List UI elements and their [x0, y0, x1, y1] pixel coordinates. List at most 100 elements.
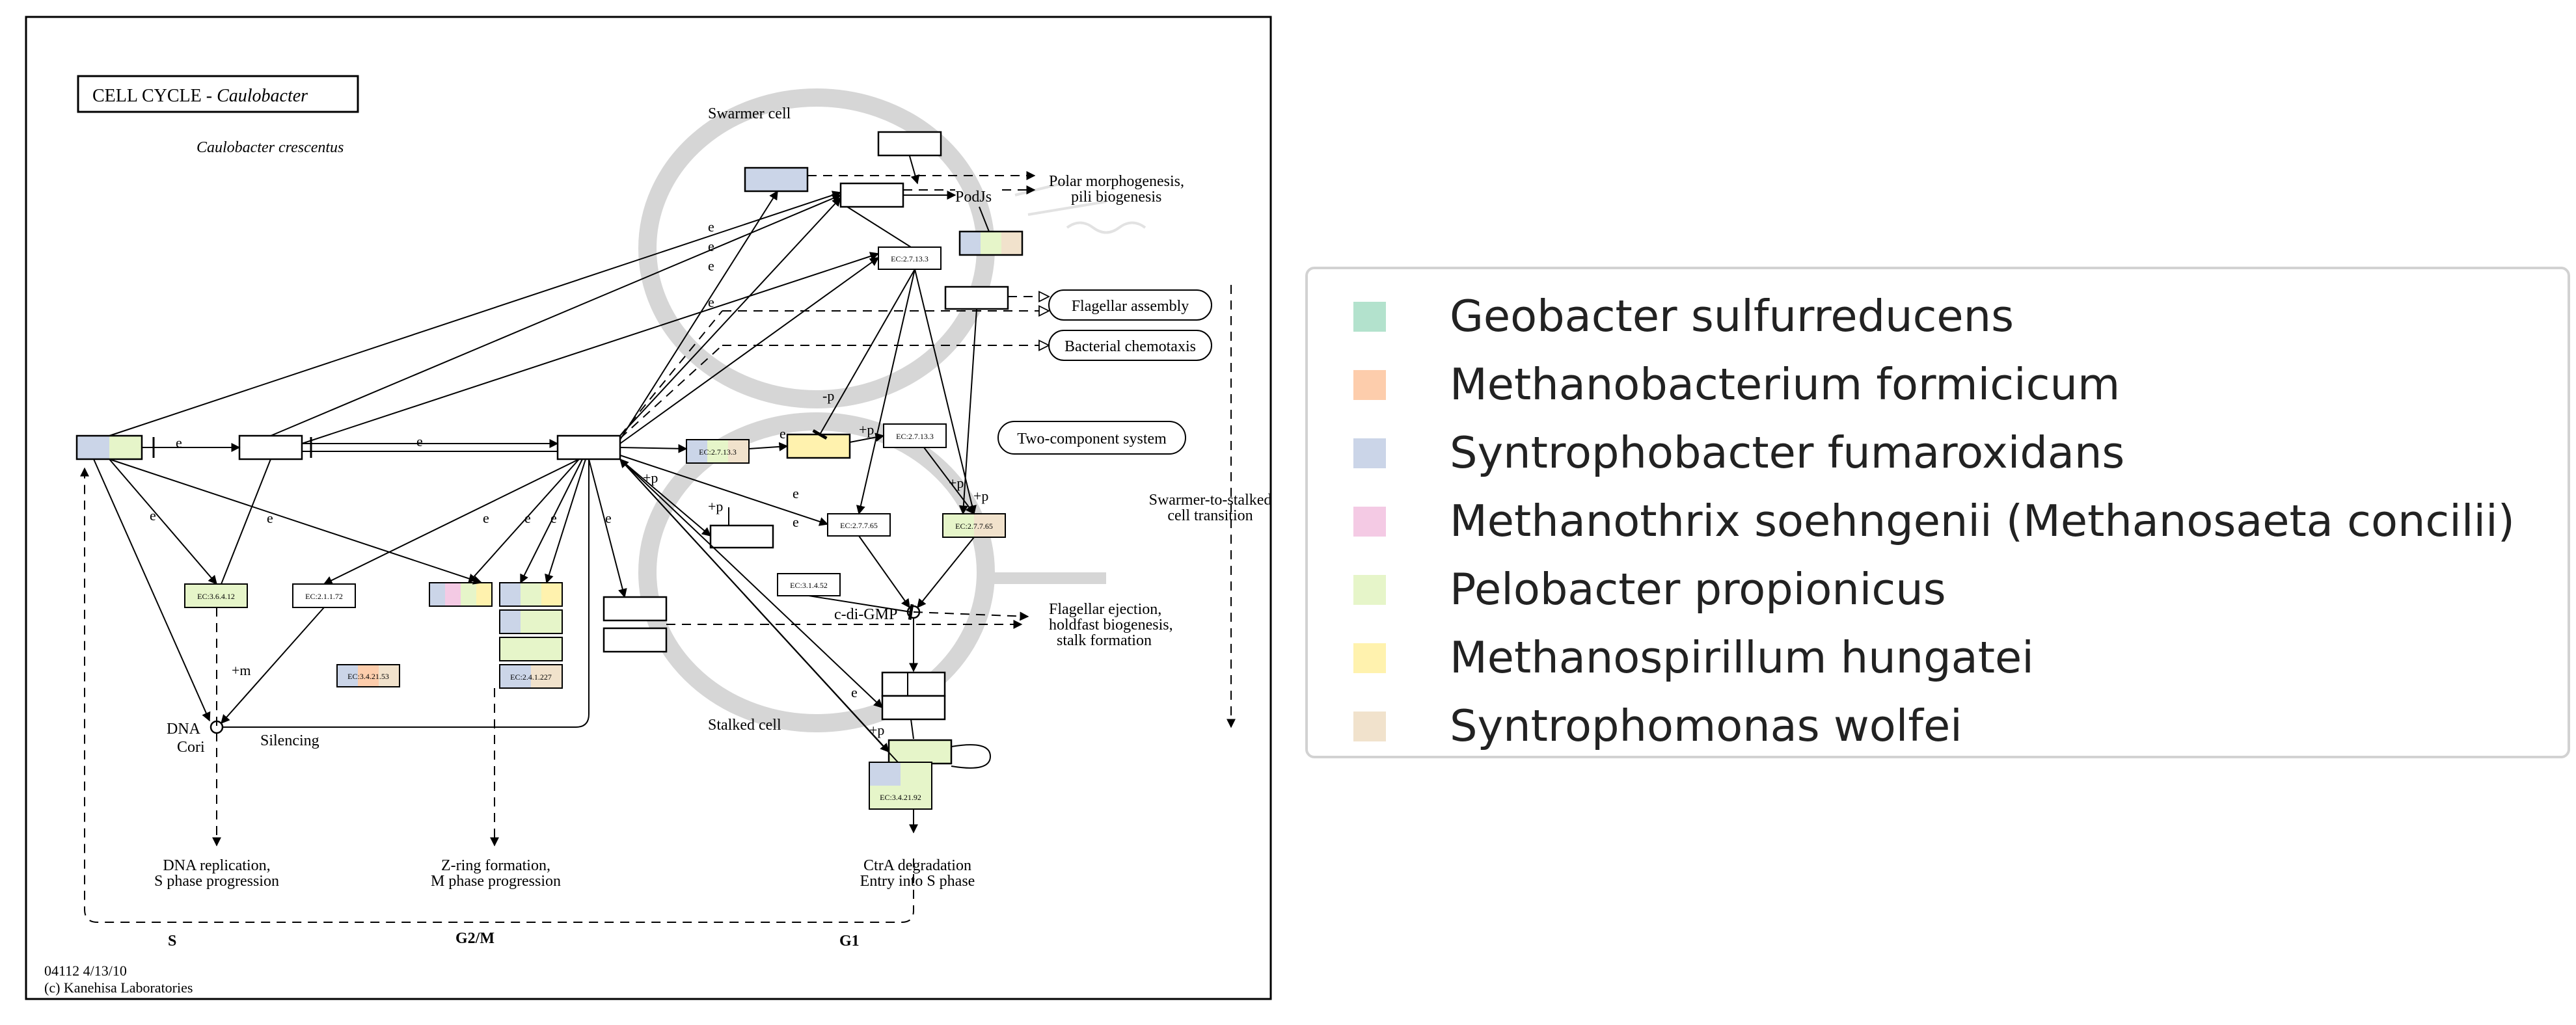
node-ec-2-7-7-65-right[interactable]: EC:2.7.7.65	[942, 513, 1006, 538]
svg-text:+p: +p	[708, 498, 723, 514]
legend-label: Methanospirillum hungatei	[1450, 632, 2034, 683]
svg-text:e: e	[150, 507, 156, 524]
node-center-a[interactable]	[603, 596, 668, 622]
phase-g2m: G2/M	[455, 930, 495, 947]
svg-text:e: e	[793, 514, 799, 530]
legend-item: Geobacter sulfurreducens	[1308, 284, 2568, 349]
legend-item: Methanothrix soehngenii (Methanosaeta co…	[1308, 488, 2568, 553]
svg-text:pili biogenesis: pili biogenesis	[1071, 189, 1161, 206]
svg-text:e: e	[524, 510, 531, 526]
svg-text:e: e	[267, 510, 273, 526]
diagram-frame	[25, 16, 1272, 1000]
svg-text:e: e	[851, 684, 858, 700]
svg-text:+m: +m	[232, 662, 251, 678]
node-podjs-ec[interactable]	[958, 230, 1024, 256]
svg-text:EC:3.6.4.12: EC:3.6.4.12	[197, 592, 235, 601]
svg-text:Cori: Cori	[177, 739, 205, 756]
pathway-flagellar-assembly[interactable]	[1048, 289, 1212, 321]
phase-s: S	[168, 933, 176, 950]
svg-text:+p: +p	[859, 421, 874, 438]
node-ctra[interactable]	[556, 434, 621, 460]
label-z-ring: Z-ring formation,	[441, 857, 550, 874]
svg-text:Entry into S phase: Entry into S phase	[860, 873, 975, 890]
svg-text:cell transition: cell transition	[1167, 507, 1253, 524]
legend-label: Pelobacter propionicus	[1450, 564, 1946, 615]
svg-text:Bacterial chemotaxis: Bacterial chemotaxis	[1064, 338, 1196, 355]
label-dna-replication: DNA replication,	[163, 857, 270, 874]
node-podj[interactable]	[839, 182, 904, 208]
node-clpx[interactable]	[881, 671, 946, 697]
legend-item: Pelobacter propionicus	[1308, 557, 2568, 622]
node-ctra-dnaa[interactable]	[75, 434, 143, 460]
svg-text:Flagellar assembly: Flagellar assembly	[1072, 298, 1189, 315]
swarmer-cell-label: Swarmer cell	[708, 105, 791, 122]
svg-text:+p: +p	[869, 722, 884, 738]
node-top-1[interactable]	[877, 131, 942, 157]
legend-swatch	[1353, 575, 1386, 605]
legend-label: Geobacter sulfurreducens	[1450, 291, 2014, 341]
phase-g1: G1	[839, 933, 860, 950]
svg-text:e: e	[550, 510, 557, 526]
svg-text:e: e	[416, 433, 423, 449]
legend-swatch	[1353, 507, 1386, 537]
node-center-b[interactable]	[603, 627, 668, 653]
svg-text:M phase progression: M phase progression	[431, 873, 561, 890]
label-silencing: Silencing	[260, 732, 319, 749]
label-cdi-gmp: c-di-GMP	[834, 606, 897, 623]
legend-swatch	[1353, 712, 1386, 741]
svg-text:+p: +p	[643, 470, 658, 486]
svg-text:e: e	[483, 510, 489, 526]
svg-text:e: e	[176, 434, 182, 451]
species-legend: Geobacter sulfurreducens Methanobacteriu…	[1305, 267, 2570, 758]
svg-text:EC:2.7.13.3: EC:2.7.13.3	[699, 447, 737, 457]
label-swarmer-to-stalked: Swarmer-to-stalked	[1149, 492, 1272, 509]
node-flagellar-regulator[interactable]	[944, 286, 1009, 310]
node-mid-small[interactable]	[709, 524, 774, 549]
legend-item: Syntrophomonas wolfei	[1308, 693, 2568, 758]
svg-text:e: e	[708, 238, 714, 254]
node-ec-2-7-13-3-mid[interactable]: EC:2.7.13.3	[686, 439, 750, 464]
svg-text:EC:2.7.7.65: EC:2.7.7.65	[955, 522, 993, 531]
svg-text:e: e	[708, 258, 714, 274]
node-ec-2-1-1-72[interactable]	[292, 583, 356, 608]
legend-item: Syntrophobacter fumaroxidans	[1308, 420, 2568, 485]
svg-text:e: e	[793, 485, 799, 501]
node-protease-top[interactable]	[888, 739, 953, 765]
node-ec-3-4-21-92[interactable]: EC:3.4.21.92	[869, 762, 932, 810]
node-divk[interactable]	[744, 166, 809, 193]
legend-swatch	[1353, 438, 1386, 468]
svg-text:e: e	[780, 425, 786, 442]
node-ftsz-group[interactable]	[429, 582, 493, 607]
node-ec-3-1-4-52[interactable]	[777, 573, 841, 596]
legend-label: Methanothrix soehngenii (Methanosaeta co…	[1450, 496, 2515, 546]
svg-text:S phase progression: S phase progression	[154, 873, 279, 890]
footer-copyright: (c) Kanehisa Laboratories	[44, 979, 193, 996]
diagram-subtitle: Caulobacter crescentus	[197, 139, 344, 156]
svg-text:holdfast biogenesis,: holdfast biogenesis,	[1049, 617, 1173, 633]
svg-text:EC:3.4.21.92: EC:3.4.21.92	[880, 793, 921, 802]
svg-text:EC:3.1.4.52: EC:3.1.4.52	[790, 581, 828, 590]
legend-swatch	[1353, 302, 1386, 332]
footer-version: 04112 4/13/10	[44, 963, 127, 979]
node-ec-3-4-21-53[interactable]: EC:3.4.21.53	[336, 664, 400, 687]
svg-text:stalk formation: stalk formation	[1057, 632, 1152, 649]
node-divl[interactable]	[786, 433, 851, 459]
node-clpp[interactable]	[881, 695, 946, 721]
svg-text:EC:3.4.21.53: EC:3.4.21.53	[347, 672, 389, 681]
diagram-title: CELL CYCLE - Caulobacter	[92, 86, 308, 106]
label-podjs: PodJs	[955, 189, 992, 206]
node-gcra[interactable]	[238, 434, 303, 460]
svg-text:EC:2.1.1.72: EC:2.1.1.72	[305, 592, 343, 601]
svg-text:e: e	[708, 219, 714, 235]
svg-text:e: e	[708, 294, 714, 310]
legend-swatch	[1353, 370, 1386, 400]
label-ctra-degradation: CtrA degradation	[863, 857, 971, 874]
legend-swatch	[1353, 643, 1386, 673]
pathway-two-component-system[interactable]	[997, 421, 1186, 455]
label-polar-morphogenesis: Polar morphogenesis,	[1049, 173, 1184, 190]
node-division-stack[interactable]: EC:2.4.1.227	[499, 582, 563, 689]
svg-text:e: e	[605, 510, 612, 526]
svg-text:+p: +p	[949, 475, 964, 491]
legend-item: Methanobacterium formicicum	[1308, 352, 2568, 417]
